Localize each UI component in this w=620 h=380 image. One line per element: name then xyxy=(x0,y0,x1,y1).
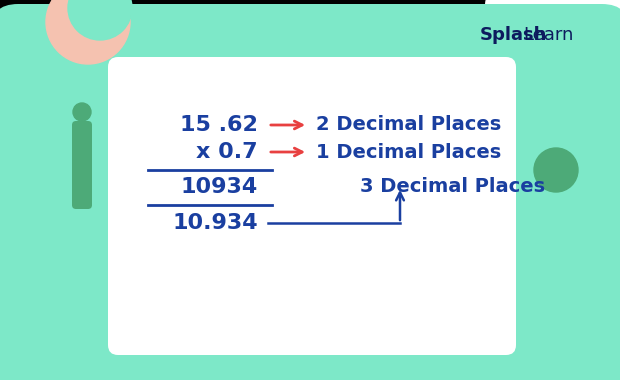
Circle shape xyxy=(534,148,578,192)
Text: 10934: 10934 xyxy=(181,177,258,197)
Ellipse shape xyxy=(500,0,620,160)
Text: 1 Decimal Places: 1 Decimal Places xyxy=(316,142,501,162)
Text: 15 .62: 15 .62 xyxy=(180,115,258,135)
FancyBboxPatch shape xyxy=(72,121,92,209)
Circle shape xyxy=(46,0,130,64)
Text: 2 Decimal Places: 2 Decimal Places xyxy=(316,116,501,135)
Text: 10.934: 10.934 xyxy=(172,213,258,233)
FancyBboxPatch shape xyxy=(0,4,620,380)
Text: 3 Decimal Places: 3 Decimal Places xyxy=(360,177,545,196)
Circle shape xyxy=(73,103,91,121)
Circle shape xyxy=(485,0,620,105)
Text: Splash: Splash xyxy=(480,26,547,44)
Circle shape xyxy=(0,100,55,170)
FancyBboxPatch shape xyxy=(108,57,516,355)
Text: Learn: Learn xyxy=(523,26,574,44)
Text: x 0.7: x 0.7 xyxy=(197,142,258,162)
Circle shape xyxy=(68,0,132,40)
